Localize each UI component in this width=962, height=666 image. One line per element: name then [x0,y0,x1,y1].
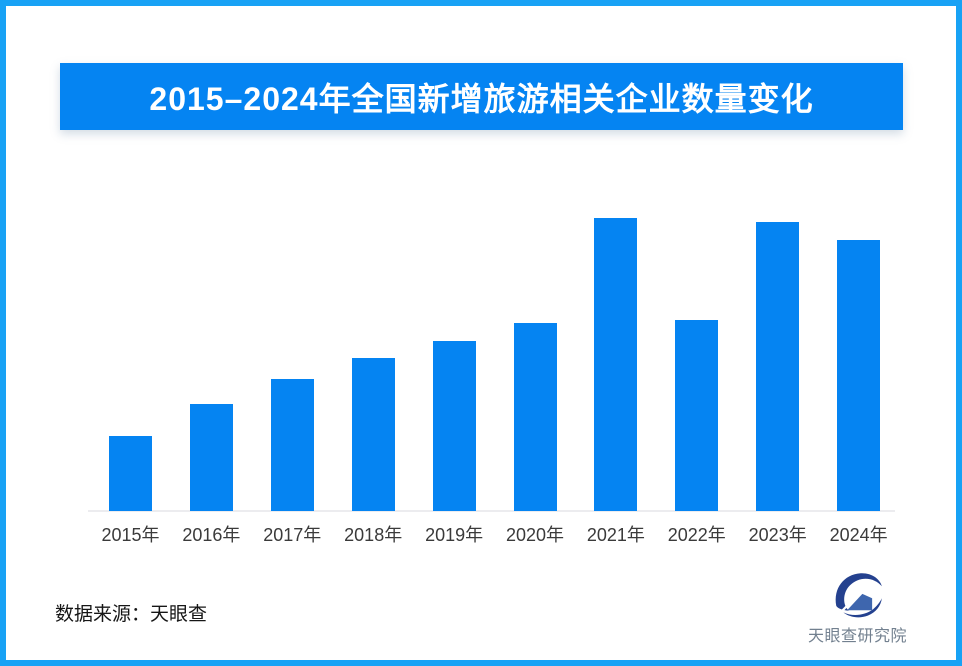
bar-2021年 [594,218,638,511]
bar-2023年 [756,222,800,511]
tianyancha-research-logo: 天眼查研究院 [800,570,915,648]
x-tick-label: 2016年 [182,525,241,545]
bar-2019年 [432,341,476,511]
x-tick-label: 2017年 [263,525,322,545]
x-tick-label: 2019年 [425,525,484,545]
bar-2017年 [270,379,314,511]
x-tick-label: 2020年 [505,525,565,545]
logo-text: 天眼查研究院 [807,628,907,645]
bar-2018年 [351,358,395,511]
bar-2024年 [837,240,881,511]
data-source-label: 数据来源：天眼查 [55,604,208,625]
x-axis-line [88,510,895,512]
x-tick-label: 2015年 [101,525,160,545]
x-tick-label: 2024年 [829,525,888,545]
bar-2020年 [513,323,557,511]
x-tick-label: 2021年 [586,525,645,545]
bar-2022年 [675,320,719,511]
x-tick-label: 2022年 [667,525,726,545]
title-banner: 2015–2024年全国新增旅游相关企业数量变化 [60,63,903,130]
x-tick-label: 2023年 [748,525,807,545]
page-title: 2015–2024年全国新增旅游相关企业数量变化 [149,80,814,117]
eye-logo-icon [835,573,882,618]
bar-2016年 [189,404,233,511]
x-tick-label: 2018年 [344,525,403,545]
bar-2015年 [109,436,152,511]
